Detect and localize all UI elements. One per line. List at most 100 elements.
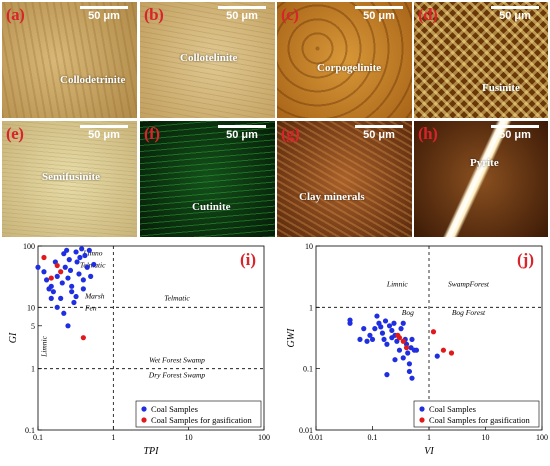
coal-sample-point: [74, 259, 80, 265]
region-label: Telmatic: [164, 293, 190, 302]
region-label: SwampForest: [448, 279, 490, 288]
gasification-sample-point: [403, 345, 410, 351]
micrograph-panel-f: (f) 50 μm Cutinite: [140, 121, 275, 237]
coal-sample-point: [48, 283, 54, 289]
chart-panel-label: (j): [517, 250, 534, 269]
legend-entry: Coal Samples: [429, 404, 476, 414]
y-axis-label: GI: [8, 332, 19, 343]
coal-sample-point: [400, 320, 406, 326]
panel-label: (c): [281, 5, 299, 24]
region-label: Limnic: [386, 279, 409, 288]
gasification-sample-point: [448, 350, 455, 356]
scale-bar: 50 μm: [354, 6, 404, 22]
region-label: Fen: [84, 304, 97, 313]
coal-sample-point: [367, 332, 373, 338]
coal-sample-point: [91, 261, 97, 268]
micrograph-panel-b: (b) 50 μm Collotelinite: [140, 2, 275, 118]
x-axis-label: TPI: [144, 446, 160, 457]
legend-box: [135, 400, 262, 428]
coal-sample-point: [389, 335, 395, 341]
scale-bar-label: 50 μm: [88, 129, 120, 141]
maceral-name: Clay minerals: [299, 191, 365, 203]
panel-label: (d): [418, 5, 438, 24]
coal-sample-point: [386, 323, 393, 329]
y-tick-label: 0.1: [303, 365, 313, 374]
coal-sample-point: [384, 372, 390, 378]
x-tick-label: 1: [111, 433, 115, 442]
coal-sample-point: [73, 293, 79, 300]
gasification-sample-point: [48, 275, 54, 281]
micrograph-panel-e: (e) 50 μm Semifusinite: [2, 121, 137, 237]
coal-sample-point: [69, 283, 75, 289]
maceral-name: Collotelinite: [180, 52, 238, 64]
coal-sample-point: [384, 341, 390, 347]
region-label: Dry Forest Swamp: [148, 370, 206, 379]
coal-sample-point: [357, 336, 363, 343]
y-axis-label: GWI: [286, 328, 297, 348]
scale-bar-label: 50 μm: [499, 129, 531, 141]
legend-marker: [419, 417, 425, 423]
y-tick-label: 1: [309, 303, 313, 312]
coal-sample-point: [66, 257, 72, 263]
gasification-sample-point: [80, 335, 86, 341]
scale-bar: 50 μm: [354, 125, 404, 141]
coal-sample-point: [88, 273, 94, 279]
coal-sample-point: [58, 295, 64, 301]
coal-sample-point: [73, 249, 79, 255]
coal-sample-point: [41, 269, 47, 275]
micrograph-panel-a: (a) 50 μm Collodetrinite: [2, 2, 137, 118]
y-tick-label: 1: [31, 365, 35, 374]
x-tick-label: 0.1: [33, 433, 43, 442]
scale-bar: 50 μm: [217, 125, 267, 141]
coal-sample-point: [400, 355, 406, 361]
gasification-sample-point: [58, 269, 64, 275]
coal-sample-point: [65, 323, 71, 329]
coal-sample-point: [391, 320, 397, 326]
coal-sample-point: [406, 368, 413, 375]
coal-sample-point: [369, 336, 376, 343]
scale-bar-label: 50 μm: [363, 10, 395, 22]
legend-entry: Coal Samples for gasification: [151, 415, 253, 425]
y-tick-label: 0.01: [299, 426, 313, 435]
legend-entry: Coal Samples: [151, 404, 198, 414]
gasification-sample-point: [41, 254, 47, 261]
coal-sample-point: [396, 347, 403, 353]
chart-panel-label: (i): [240, 250, 256, 269]
coal-sample-point: [61, 310, 67, 316]
micrograph-panel-g: (g) 50 μm Clay minerals: [277, 121, 412, 237]
coal-sample-point: [79, 246, 85, 252]
y-tick-label: 100: [23, 242, 35, 251]
coal-sample-point: [382, 318, 389, 324]
panel-label: (e): [6, 124, 24, 143]
coal-sample-point: [347, 317, 353, 323]
scale-bar-label: 50 μm: [88, 10, 120, 22]
coal-sample-point: [413, 347, 420, 353]
maceral-name: Corpogelinite: [317, 62, 382, 74]
coal-sample-point: [43, 277, 50, 283]
scale-bar-label: 50 μm: [363, 129, 395, 141]
region-label: Wet Forest Swamp: [149, 356, 205, 365]
x-tick-label: 100: [258, 433, 270, 442]
x-tick-label: 100: [536, 433, 548, 442]
legend-box: [413, 400, 540, 428]
coal-sample-point: [71, 299, 77, 306]
legend-marker: [141, 417, 147, 423]
micrograph-panel-d: (d) 50 μm Fusinite: [414, 2, 548, 118]
region-label: Bog Forest: [452, 308, 486, 317]
coal-sample-point: [35, 264, 41, 270]
legend-entry: Coal Samples for gasification: [429, 415, 531, 425]
coal-sample-point: [361, 326, 367, 332]
coal-sample-point: [48, 295, 54, 301]
coal-sample-point: [54, 304, 60, 310]
coal-sample-point: [364, 338, 370, 344]
coal-sample-point: [80, 286, 86, 292]
gasification-sample-point: [400, 338, 406, 344]
chart-j: 0.01 0.1 1 10 100 0.01 0.1 1 10 Limnic SwampForest…: [286, 242, 548, 457]
legend-marker: [419, 406, 425, 412]
scale-bar-label: 50 μm: [226, 129, 258, 141]
scale-bar: 50 μm: [490, 6, 540, 22]
maceral-name: Pyrite: [470, 157, 499, 169]
coal-sample-point: [434, 353, 440, 359]
coal-sample-point: [86, 247, 92, 253]
